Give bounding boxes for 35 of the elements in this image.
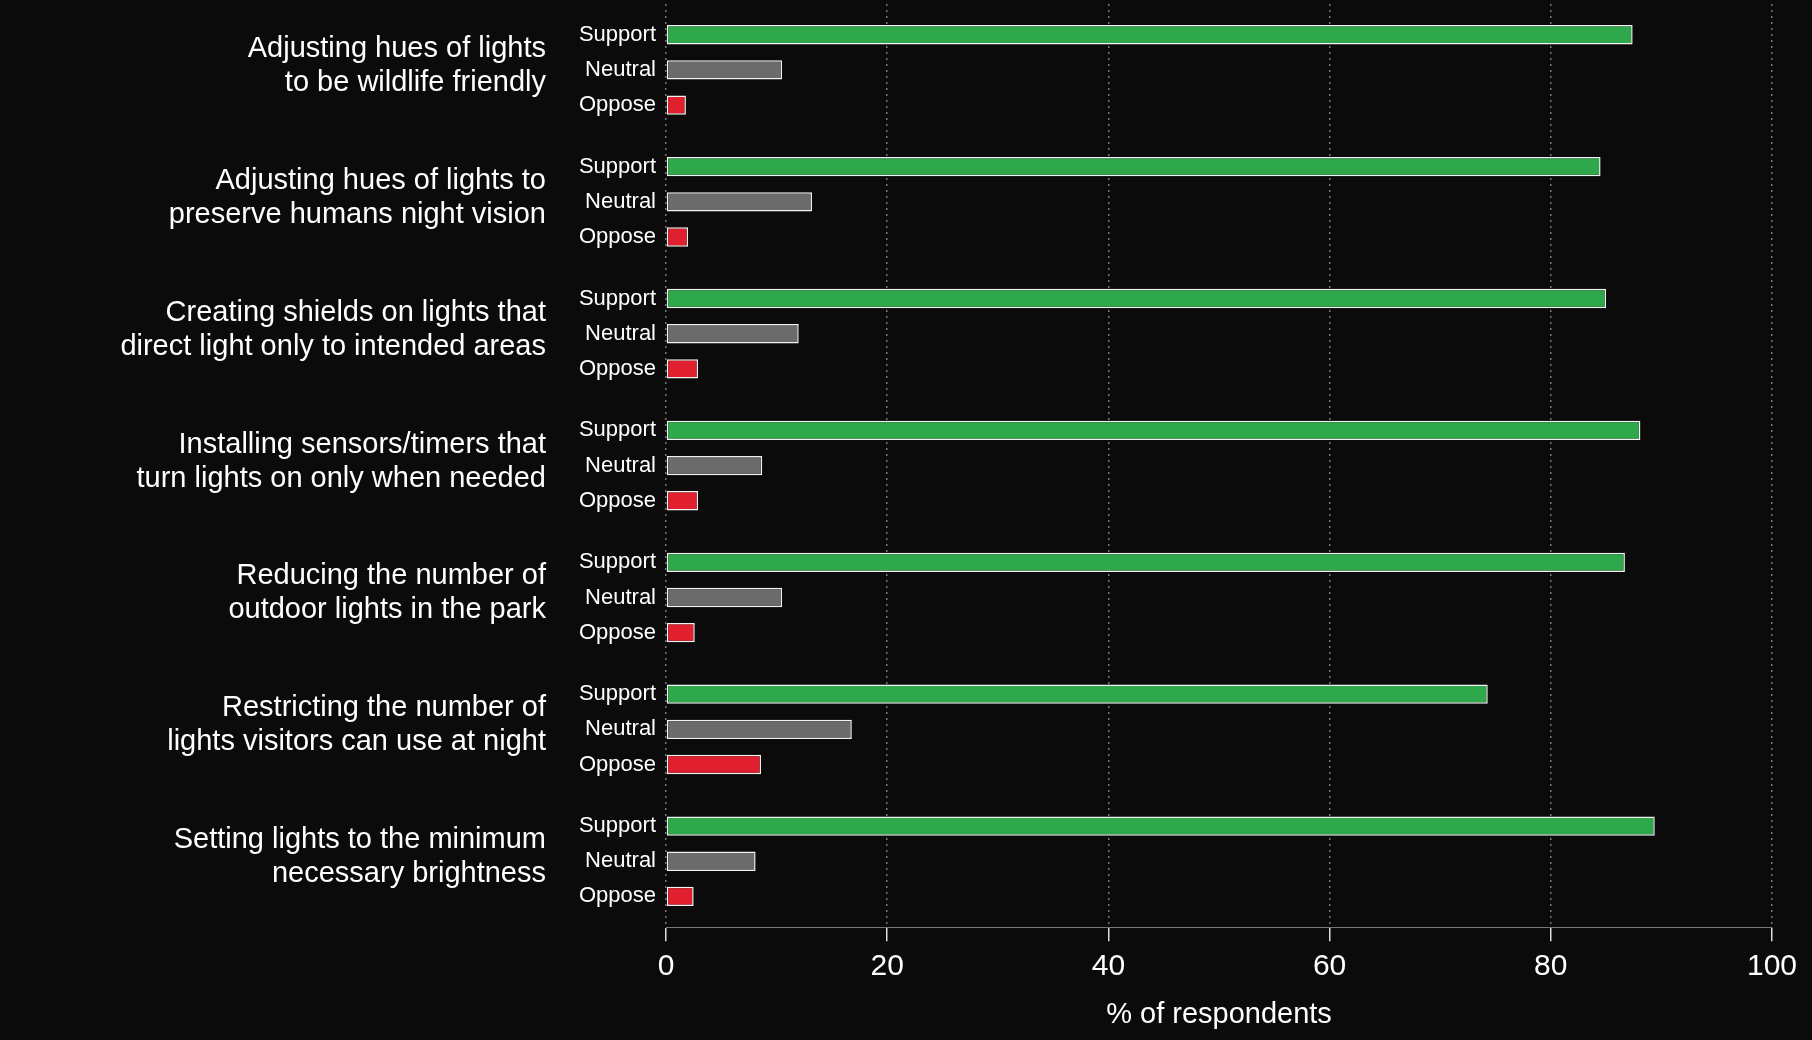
y-tick-label: Adjusting hues of lights to be wildlife friendly (247, 30, 547, 97)
x-tick-label: 0 (657, 948, 675, 982)
text: Support (578, 416, 656, 442)
y-tick-label: Adjusting hues of lights to preserve humans night vision (168, 162, 546, 229)
x-tick-label: 40 (1091, 948, 1126, 982)
text: Oppose (578, 750, 656, 776)
text: Neutral (585, 583, 656, 609)
text: Oppose (578, 354, 656, 380)
series-label: Neutral (585, 56, 656, 82)
text: Oppose (578, 486, 656, 512)
x-tick-label: 100 (1746, 948, 1798, 982)
x-tick-label: 60 (1312, 948, 1347, 982)
y-tick-label: Installing sensors/timers that turn lights on only when needed (136, 426, 546, 493)
text: Neutral (585, 451, 656, 477)
y-tick-label: Creating shields on lights that direct light only to intended areas (120, 294, 546, 361)
text: Oppose (578, 618, 656, 644)
text: Neutral (585, 847, 656, 873)
text: Oppose (578, 882, 656, 908)
y-tick-label: Setting lights to the minimum necessary brightness (173, 822, 546, 889)
text: Neutral (585, 715, 656, 741)
text: Support (578, 680, 656, 706)
text: Support (578, 548, 656, 574)
x-tick-label: 80 (1534, 948, 1568, 982)
text: Neutral (585, 187, 656, 213)
text: Support (578, 284, 656, 310)
text: Support (578, 812, 656, 838)
y-tick-label: Restricting the number of lights visitors can use at night (167, 690, 547, 757)
series-label: Support (578, 20, 656, 46)
y-tick-label: Reducing the number of outdoor lights in the park (228, 558, 547, 625)
text: Oppose (578, 223, 656, 249)
text: Support (578, 152, 656, 178)
text: Neutral (585, 319, 656, 345)
series-label: Oppose (578, 91, 656, 117)
x-tick-label: 20 (870, 948, 904, 982)
x-axis-title: % of respondents (1106, 996, 1332, 1029)
